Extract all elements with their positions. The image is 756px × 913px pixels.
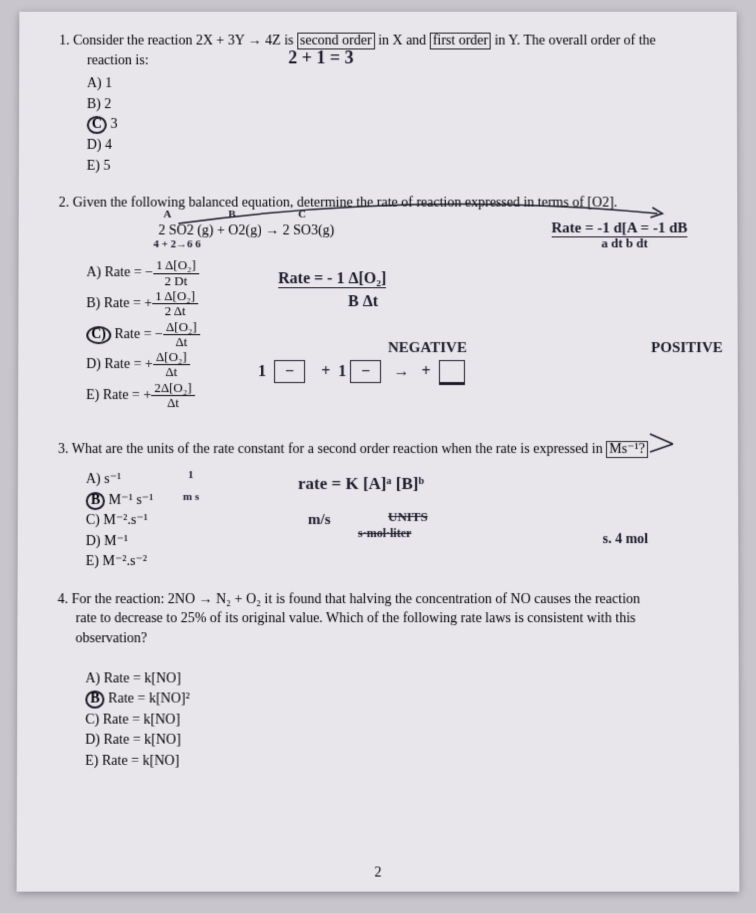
q2a-num: 1 Δ[O₂] [153, 259, 199, 274]
q1-choice-e: E) 5 [87, 156, 708, 175]
q2-hand-pos: POSITIVE [651, 338, 723, 359]
q2c-den: Δt [163, 335, 200, 349]
q1-text-pre: Consider the reaction 2X + 3Y → 4Z is [73, 34, 293, 49]
q2-hand-rate: Rate = -1 d[A = -1 dB a dt b dt [551, 222, 687, 252]
q1-choice-d: D) 4 [87, 136, 707, 155]
q1-c-circle: C [87, 116, 107, 134]
q3b-circle: B [86, 492, 105, 510]
q3-hand-ms: m/s [308, 510, 331, 531]
q4-num: 4. [58, 592, 69, 607]
q1-c-text: 3 [110, 117, 117, 132]
q2b-den: 2 Δt [152, 304, 198, 318]
q3-box: Ms⁻¹? [606, 441, 648, 458]
q2b-frac: 1 Δ[O₂]2 Δt [152, 289, 198, 319]
q2-choice-b: B) Rate = +1 Δ[O₂]2 Δt [86, 289, 707, 319]
q2d-frac: Δ[O₂]Δt [153, 350, 190, 380]
q2-choice-e: E) Rate = +2Δ[O₂]Δt [86, 381, 708, 411]
q3-hand-units: UNITS [388, 508, 428, 526]
q4-choice-e: E) Rate = k[NO] [85, 752, 709, 772]
page-number: 2 [374, 865, 381, 881]
q4-text2: rate to decrease to 25% of its original … [76, 610, 709, 630]
q2e-den: Δt [151, 396, 194, 410]
q2c-pre: Rate = − [115, 327, 163, 342]
q2-hand-neg: NEGATIVE [388, 338, 467, 359]
q1-post: in Y. The overall order of the [491, 34, 656, 49]
q2a-frac: 1 Δ[O₂]2 Dt [153, 259, 199, 288]
q2c-num: Δ[O₂] [163, 320, 200, 335]
q3-hand-note: s. 4 mol [603, 530, 649, 550]
q4-text3: observation? [75, 629, 708, 649]
q2-hand-rate-bot: a dt b dt [601, 236, 648, 251]
q2c-circle: C) [86, 326, 111, 344]
q1-box2: first order [430, 33, 491, 50]
q4-choice-b: B Rate = k[NO]² [85, 690, 708, 710]
q2d-num: Δ[O₂] [153, 350, 190, 365]
q4-text1: For the reaction: 2NO → N₂ + O₂ it is fo… [72, 592, 641, 607]
q3-choice-e: E) M⁻².s⁻² [86, 552, 709, 572]
q3-box-arrow [648, 432, 678, 454]
q1-line2: reaction is: [87, 51, 707, 70]
q2-choice-a: A) Rate = −1 Δ[O₂]2 Dt [86, 259, 707, 288]
q1-num: 1. [59, 34, 70, 49]
q1-choice-c: C 3 [87, 115, 707, 134]
q2-hand-mid: Rate = - 1 Δ[O₂] B Δt [278, 268, 386, 313]
q3-hand-rate: rate = K [A]ᵃ [B]ᵇ [298, 472, 424, 496]
question-1: 1. Consider the reaction 2X + 3Y → 4Z is… [59, 32, 707, 176]
q4-choices: A) Rate = k[NO] B Rate = k[NO]² C) Rate … [85, 669, 709, 771]
question-2: 2. Given the following balanced equation… [58, 194, 708, 411]
q4b-circle: B [85, 691, 104, 709]
q4-choice-a: A) Rate = k[NO] [85, 669, 708, 689]
q2-hand-below: 4 + 2→6 6 [153, 237, 200, 252]
q3-num: 3. [58, 442, 69, 457]
q2e-frac: 2Δ[O₂]Δt [151, 381, 194, 411]
q2b-pre: B) Rate = + [86, 296, 152, 311]
question-3: 3. What are the units of the rate consta… [58, 440, 709, 572]
q2-choices: A) Rate = −1 Δ[O₂]2 Dt B) Rate = +1 Δ[O₂… [86, 259, 708, 411]
q4b-text: Rate = k[NO]² [108, 692, 190, 707]
q2-hand-mid-top: Rate = - 1 Δ[O₂] [278, 270, 386, 288]
worksheet-page: 1. Consider the reaction 2X + 3Y → 4Z is… [17, 12, 740, 892]
q2a-den: 2 Dt [153, 274, 199, 288]
q1-choice-a: A) 1 [87, 74, 707, 93]
q2-hand-boxes: 1 − + 1 − → + [258, 361, 464, 383]
question-4: 4. For the reaction: 2NO → N₂ + O₂ it is… [57, 590, 709, 771]
q1-choice-b: B) 2 [87, 95, 707, 114]
q3-hand-strike: s·mol·liter [358, 525, 411, 542]
q4-choice-d: D) Rate = k[NO] [85, 731, 709, 751]
q2d-den: Δt [153, 365, 190, 379]
q2-hand-mid-bot: B Δt [348, 293, 378, 310]
q2b-num: 1 Δ[O₂] [152, 289, 198, 304]
q2d-pre: D) Rate = + [86, 357, 153, 372]
q2e-pre: E) Rate = + [86, 388, 151, 403]
q3-hand-1: 1 [188, 468, 194, 483]
q2a-pre: A) Rate = − [86, 266, 153, 281]
q1-choices: A) 1 B) 2 C 3 D) 4 E) 5 [87, 74, 708, 175]
q2e-num: 2Δ[O₂] [151, 381, 194, 396]
q3-hand-ms2: m s [183, 490, 199, 505]
q1-mid: in X and [375, 34, 430, 49]
q3-text: What are the units of the rate constant … [72, 442, 603, 457]
q4-choice-c: C) Rate = k[NO] [85, 710, 709, 730]
q2c-frac: Δ[O₂]Δt [163, 320, 200, 350]
q2-num: 2. [59, 196, 70, 211]
q3b-text: M⁻¹ s⁻¹ [109, 493, 154, 508]
q1-handwriting: 2 + 1 = 3 [288, 45, 353, 70]
